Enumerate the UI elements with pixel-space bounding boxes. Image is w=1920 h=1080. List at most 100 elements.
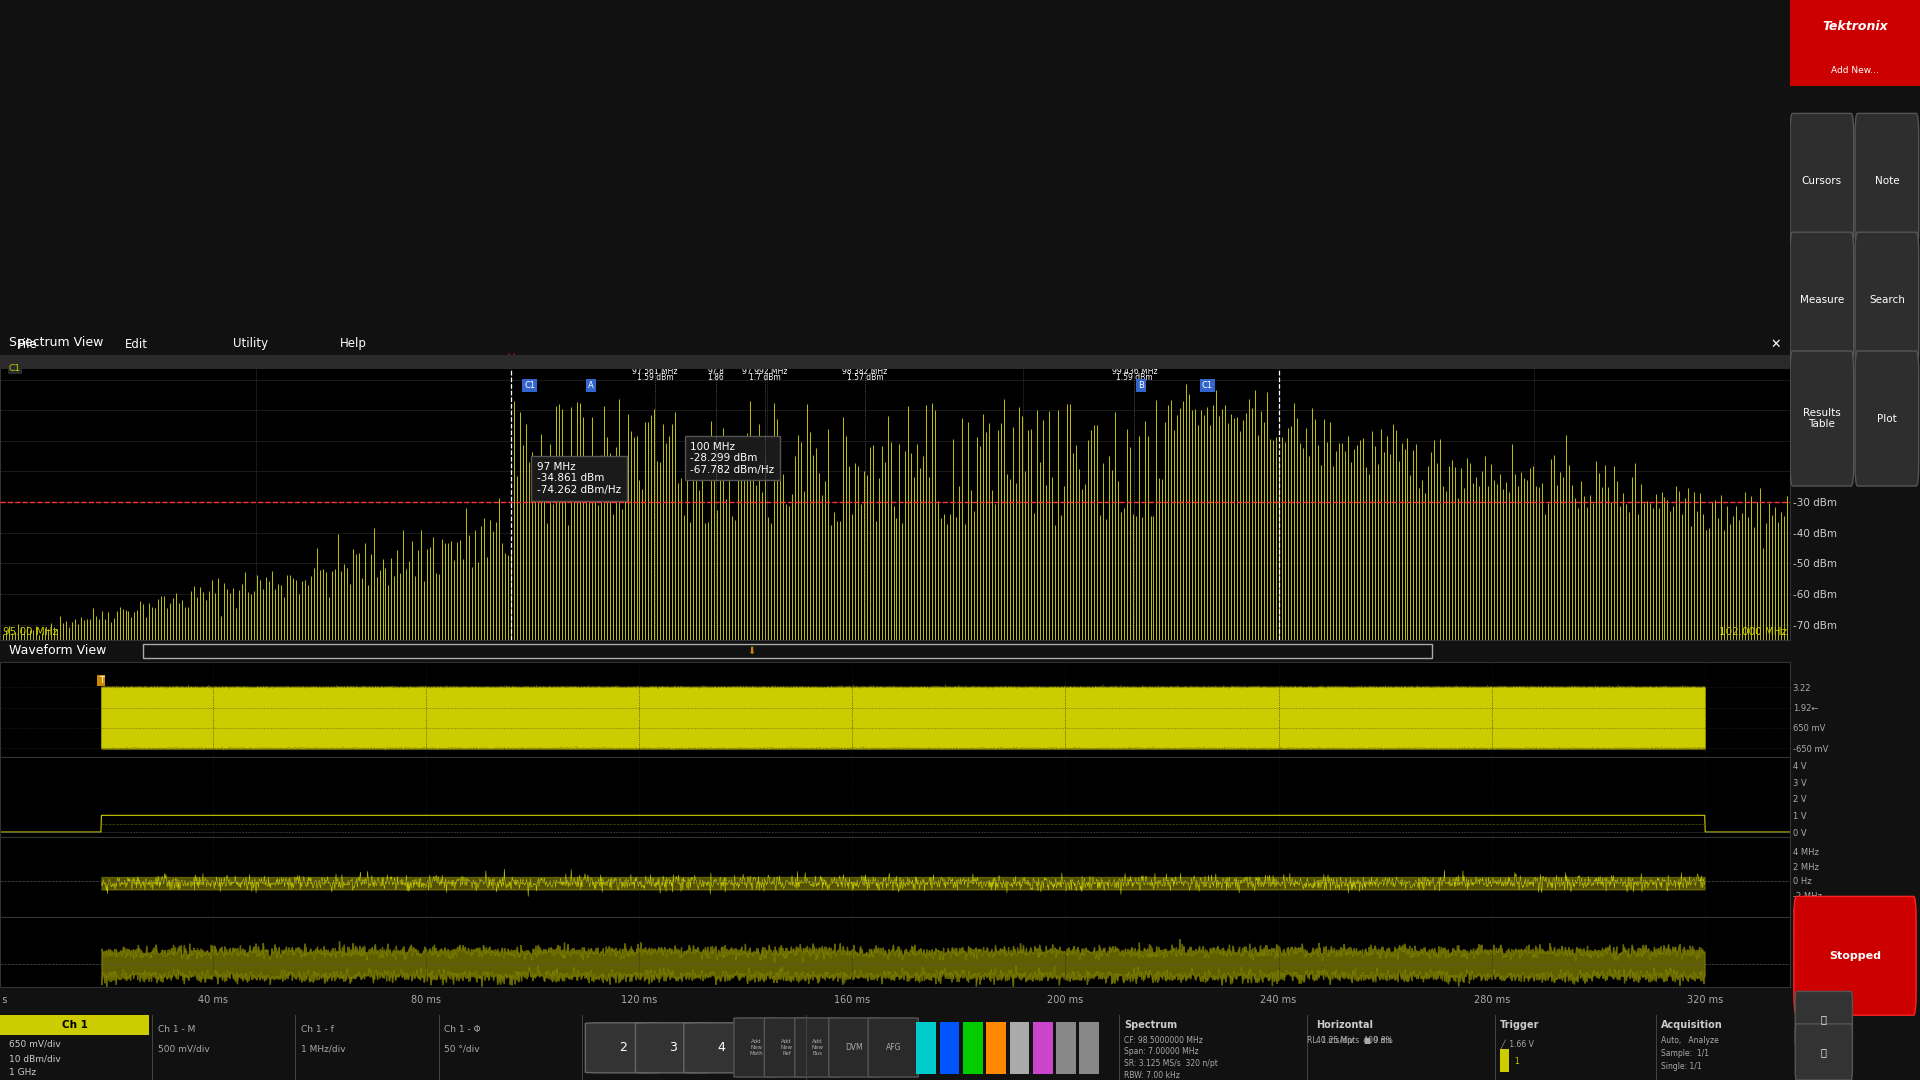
Text: 🗑: 🗑 <box>1820 1047 1826 1057</box>
Text: Help: Help <box>340 337 367 351</box>
Bar <box>1010 1022 1029 1074</box>
Text: 97 MHz
-34.861 dBm
-74.262 dBm/Hz: 97 MHz -34.861 dBm -74.262 dBm/Hz <box>538 462 622 495</box>
Bar <box>1033 1022 1052 1074</box>
FancyBboxPatch shape <box>1789 232 1853 367</box>
Text: 0 s: 0 s <box>0 996 8 1005</box>
Text: 80 ms: 80 ms <box>411 996 442 1005</box>
FancyBboxPatch shape <box>1855 232 1918 367</box>
Text: 99.436 MHz: 99.436 MHz <box>1112 367 1158 376</box>
Text: Ch 1 - f: Ch 1 - f <box>301 1025 334 1034</box>
Text: AFG: AFG <box>885 1043 900 1052</box>
Text: 95.00 MHz: 95.00 MHz <box>2 626 58 637</box>
FancyBboxPatch shape <box>1789 351 1853 486</box>
Bar <box>1056 1022 1075 1074</box>
Text: 160 ms: 160 ms <box>835 996 870 1005</box>
Text: Add
New
Math: Add New Math <box>749 1039 762 1056</box>
Text: ▽: ▽ <box>1131 357 1139 367</box>
Text: 97.561 MHz: 97.561 MHz <box>632 367 678 376</box>
Text: Span: 7.00000 MHz: Span: 7.00000 MHz <box>1123 1048 1198 1056</box>
Text: 10 dBm/div: 10 dBm/div <box>10 1054 61 1063</box>
Text: 100 MHz
-28.299 dBm
-67.782 dBm/Hz: 100 MHz -28.299 dBm -67.782 dBm/Hz <box>691 442 774 475</box>
Text: 2: 2 <box>618 1041 626 1054</box>
Bar <box>1789 0 1920 86</box>
Text: 1.57 dBm: 1.57 dBm <box>847 374 883 382</box>
Text: Horizontal: Horizontal <box>1315 1021 1373 1030</box>
Text: Cursors: Cursors <box>1801 176 1841 186</box>
Bar <box>144 645 1432 658</box>
Text: R: R <box>507 356 515 366</box>
Text: Add
New
Ref: Add New Ref <box>781 1039 793 1056</box>
FancyBboxPatch shape <box>1795 991 1853 1048</box>
Text: 98.382 MHz: 98.382 MHz <box>843 367 887 376</box>
Text: 280 ms: 280 ms <box>1473 996 1509 1005</box>
Text: DVM: DVM <box>845 1043 862 1052</box>
Text: Spectrum: Spectrum <box>1123 1021 1177 1030</box>
Text: ▽: ▽ <box>712 357 720 367</box>
FancyBboxPatch shape <box>1855 351 1918 486</box>
Text: 500 mV/div: 500 mV/div <box>157 1044 209 1053</box>
Text: B: B <box>1139 381 1144 390</box>
FancyBboxPatch shape <box>1795 1024 1853 1080</box>
Bar <box>916 1022 937 1074</box>
Text: Search: Search <box>1868 295 1905 305</box>
Text: 650 mV/div: 650 mV/div <box>10 1040 61 1049</box>
Text: RBW: 7.00 kHz: RBW: 7.00 kHz <box>1123 1071 1181 1080</box>
Text: C1: C1 <box>524 381 536 390</box>
Text: ▽: ▽ <box>760 357 770 367</box>
Text: 40 ms: 40 ms <box>198 996 228 1005</box>
Text: ▽: ▽ <box>860 357 870 367</box>
Text: 97.8: 97.8 <box>708 367 724 376</box>
Text: ✕: ✕ <box>1770 337 1782 351</box>
FancyBboxPatch shape <box>829 1018 879 1077</box>
Text: 1.59 dBm: 1.59 dBm <box>1116 374 1152 382</box>
Text: 1.86: 1.86 <box>708 374 724 382</box>
FancyBboxPatch shape <box>868 1018 918 1077</box>
Text: 3: 3 <box>668 1041 678 1054</box>
Text: 1 MHz/div: 1 MHz/div <box>301 1044 346 1053</box>
Text: Acquisition: Acquisition <box>1661 1021 1722 1030</box>
Text: 1.59 dBm: 1.59 dBm <box>637 374 674 382</box>
Text: Single: 1/1: Single: 1/1 <box>1661 1062 1701 1070</box>
Bar <box>964 1022 983 1074</box>
Text: ⬇: ⬇ <box>747 646 756 656</box>
Text: Auto,   Analyze: Auto, Analyze <box>1661 1036 1718 1044</box>
Text: Note: Note <box>1874 176 1899 186</box>
Text: ╱  1.66 V: ╱ 1.66 V <box>1500 1040 1534 1049</box>
Text: 1.7 dBm: 1.7 dBm <box>749 374 781 382</box>
Text: 1: 1 <box>1515 1057 1519 1066</box>
Bar <box>0 1015 148 1035</box>
Text: 240 ms: 240 ms <box>1260 996 1296 1005</box>
Text: Ch 1 - Φ: Ch 1 - Φ <box>444 1025 480 1034</box>
Text: Sample:  1/1: Sample: 1/1 <box>1661 1049 1709 1057</box>
Text: Ch 1 - M: Ch 1 - M <box>157 1025 196 1034</box>
Bar <box>1079 1022 1098 1074</box>
Text: A: A <box>588 381 593 390</box>
Bar <box>987 1022 1006 1074</box>
Text: C1: C1 <box>1202 381 1213 390</box>
FancyBboxPatch shape <box>764 1018 808 1077</box>
FancyBboxPatch shape <box>586 1023 660 1072</box>
Bar <box>0 355 1789 368</box>
Text: 🔍: 🔍 <box>1820 1014 1826 1025</box>
Text: T: T <box>98 676 104 685</box>
Text: 4: 4 <box>718 1041 726 1054</box>
Text: C1: C1 <box>10 364 21 373</box>
Text: 97.992 MHz: 97.992 MHz <box>743 367 787 376</box>
Text: 50 °/div: 50 °/div <box>444 1044 480 1053</box>
Text: Results
Table: Results Table <box>1803 408 1841 430</box>
Text: Tektronix: Tektronix <box>1822 21 1887 33</box>
Text: Measure: Measure <box>1799 295 1843 305</box>
Text: ▽: ▽ <box>651 357 659 367</box>
Text: Stopped: Stopped <box>1830 950 1882 961</box>
Text: Edit: Edit <box>125 337 148 351</box>
FancyBboxPatch shape <box>636 1023 710 1072</box>
Text: Waveform View: Waveform View <box>10 645 106 658</box>
FancyBboxPatch shape <box>684 1023 758 1072</box>
FancyBboxPatch shape <box>1789 113 1853 248</box>
Text: 40 ms/div    400 ms: 40 ms/div 400 ms <box>1315 1036 1392 1044</box>
Text: 120 ms: 120 ms <box>622 996 657 1005</box>
Bar <box>939 1022 960 1074</box>
Text: Ch 1: Ch 1 <box>61 1020 88 1029</box>
Text: 102.000 MHz: 102.000 MHz <box>1720 626 1788 637</box>
Text: Plot: Plot <box>1878 414 1897 423</box>
